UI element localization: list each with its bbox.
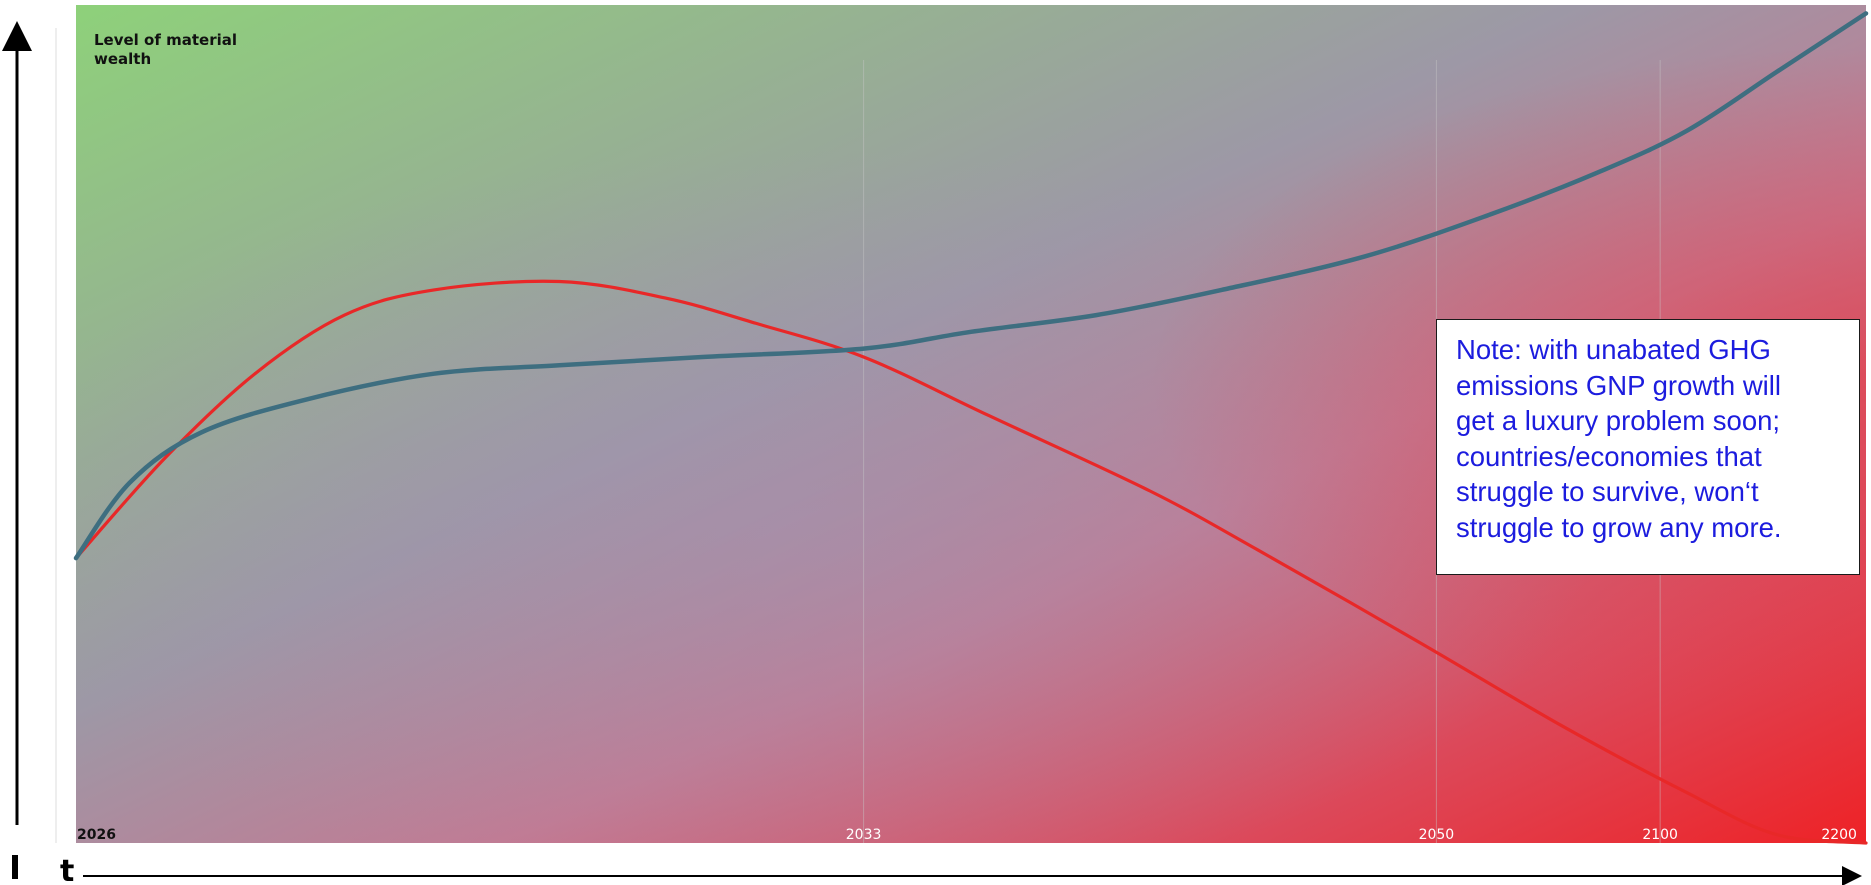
x-tick-labels: 2026 2033 2050 2100 2200 [77,827,1857,843]
note-line: countries/economies that [1456,440,1762,472]
x-tick-label: 2033 [846,827,882,843]
note-line: struggle to grow any more. [1456,511,1782,543]
x-tick-label: 2026 [77,827,116,843]
note-line: Note: with unabated GHG [1456,334,1771,365]
series-blue-line [73,11,1869,561]
x-tick-label: 2100 [1642,827,1678,843]
x-axis-label: t [60,854,74,885]
note-line: struggle to survive, won‘t [1456,476,1759,507]
series-red-line [74,279,1868,845]
note-box: Note: with unabated GHG emissions GNP gro… [1436,319,1860,575]
y-axis-symbol [12,855,18,879]
note-line: get a luxury problem soon; [1456,405,1781,436]
y-axis-label-line2: wealth [94,50,151,68]
x-tick-label: 2050 [1419,827,1455,843]
x-tick-label: 2200 [1821,827,1857,843]
y-axis-label-line1: Level of material [94,31,237,49]
note-line: emissions GNP growth will [1456,369,1782,401]
